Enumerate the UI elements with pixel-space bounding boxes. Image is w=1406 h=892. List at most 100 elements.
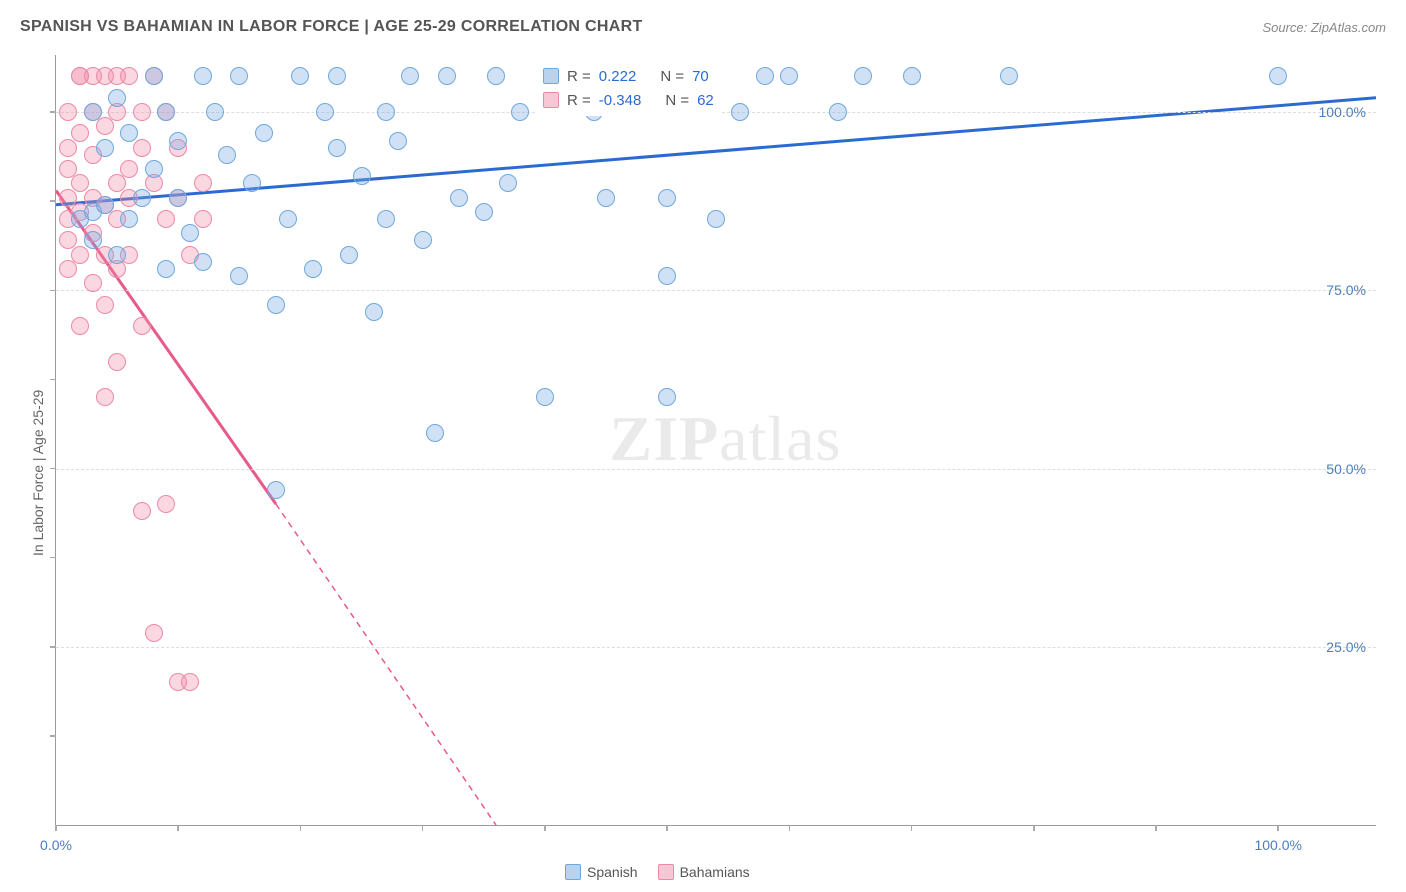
point-spanish — [438, 67, 456, 85]
point-bahamians — [133, 103, 151, 121]
point-spanish — [903, 67, 921, 85]
point-spanish — [536, 388, 554, 406]
y-tick-label: 25.0% — [1326, 639, 1366, 655]
r-label: R = — [567, 68, 591, 85]
point-spanish — [854, 67, 872, 85]
point-spanish — [365, 303, 383, 321]
source-label: Source: ZipAtlas.com — [1262, 20, 1386, 35]
point-spanish — [108, 246, 126, 264]
point-spanish — [499, 174, 517, 192]
point-spanish — [157, 260, 175, 278]
swatch-blue — [565, 864, 581, 880]
point-spanish — [658, 267, 676, 285]
y-tick-minor — [50, 200, 56, 202]
r-label: R = — [567, 92, 591, 109]
point-spanish — [218, 146, 236, 164]
point-bahamians — [59, 103, 77, 121]
legend-item-spanish: Spanish — [565, 864, 638, 880]
swatch-pink — [658, 864, 674, 880]
point-spanish — [157, 103, 175, 121]
point-bahamians — [59, 260, 77, 278]
point-bahamians — [96, 117, 114, 135]
point-spanish — [475, 203, 493, 221]
y-axis-label: In Labor Force | Age 25-29 — [30, 389, 46, 555]
y-tick-label: 75.0% — [1326, 282, 1366, 298]
point-bahamians — [96, 296, 114, 314]
point-spanish — [511, 103, 529, 121]
point-spanish — [487, 67, 505, 85]
x-tick-minor — [544, 825, 546, 831]
point-spanish — [1269, 67, 1287, 85]
point-spanish — [84, 103, 102, 121]
point-spanish — [340, 246, 358, 264]
point-spanish — [353, 167, 371, 185]
point-spanish — [267, 481, 285, 499]
point-bahamians — [133, 139, 151, 157]
point-spanish — [96, 196, 114, 214]
point-spanish — [658, 189, 676, 207]
correlation-legend: R = 0.222 N = 70 R = -0.348 N = 62 — [535, 60, 722, 116]
y-tick-label: 50.0% — [1326, 461, 1366, 477]
point-bahamians — [194, 210, 212, 228]
point-bahamians — [194, 174, 212, 192]
x-tick — [55, 825, 57, 831]
swatch-pink — [543, 92, 559, 108]
point-spanish — [267, 296, 285, 314]
point-spanish — [707, 210, 725, 228]
x-tick-minor — [1155, 825, 1157, 831]
point-spanish — [328, 139, 346, 157]
r-value-spanish: 0.222 — [599, 68, 637, 85]
point-spanish — [255, 124, 273, 142]
point-spanish — [731, 103, 749, 121]
point-spanish — [230, 267, 248, 285]
n-label: N = — [660, 68, 684, 85]
point-spanish — [108, 89, 126, 107]
point-bahamians — [84, 274, 102, 292]
gridline — [56, 290, 1376, 291]
point-spanish — [291, 67, 309, 85]
x-tick-label: 0.0% — [40, 837, 72, 853]
point-spanish — [756, 67, 774, 85]
point-spanish — [597, 189, 615, 207]
gridline — [56, 647, 1376, 648]
point-bahamians — [71, 124, 89, 142]
x-tick-minor — [422, 825, 424, 831]
swatch-blue — [543, 68, 559, 84]
series-legend: Spanish Bahamians — [565, 864, 750, 880]
x-tick-minor — [300, 825, 302, 831]
point-bahamians — [133, 317, 151, 335]
point-bahamians — [157, 210, 175, 228]
point-spanish — [658, 388, 676, 406]
point-spanish — [120, 124, 138, 142]
point-bahamians — [120, 67, 138, 85]
point-spanish — [145, 160, 163, 178]
x-tick-minor — [1033, 825, 1035, 831]
point-spanish — [145, 67, 163, 85]
point-spanish — [96, 139, 114, 157]
point-spanish — [230, 67, 248, 85]
point-spanish — [243, 174, 261, 192]
point-spanish — [414, 231, 432, 249]
point-spanish — [389, 132, 407, 150]
y-tick — [50, 290, 56, 292]
n-value-bahamians: 62 — [697, 92, 714, 109]
y-tick — [50, 646, 56, 648]
n-label: N = — [665, 92, 689, 109]
y-tick — [50, 111, 56, 113]
legend-row-spanish: R = 0.222 N = 70 — [543, 64, 714, 88]
point-spanish — [84, 231, 102, 249]
legend-label-spanish: Spanish — [587, 864, 638, 880]
y-tick-minor — [50, 557, 56, 559]
point-spanish — [194, 67, 212, 85]
legend-item-bahamians: Bahamians — [658, 864, 750, 880]
legend-label-bahamians: Bahamians — [680, 864, 750, 880]
point-bahamians — [145, 624, 163, 642]
point-bahamians — [108, 353, 126, 371]
point-spanish — [206, 103, 224, 121]
y-tick-label: 100.0% — [1319, 104, 1366, 120]
point-spanish — [133, 189, 151, 207]
point-bahamians — [181, 673, 199, 691]
r-value-bahamians: -0.348 — [599, 92, 642, 109]
point-spanish — [377, 210, 395, 228]
point-bahamians — [96, 388, 114, 406]
